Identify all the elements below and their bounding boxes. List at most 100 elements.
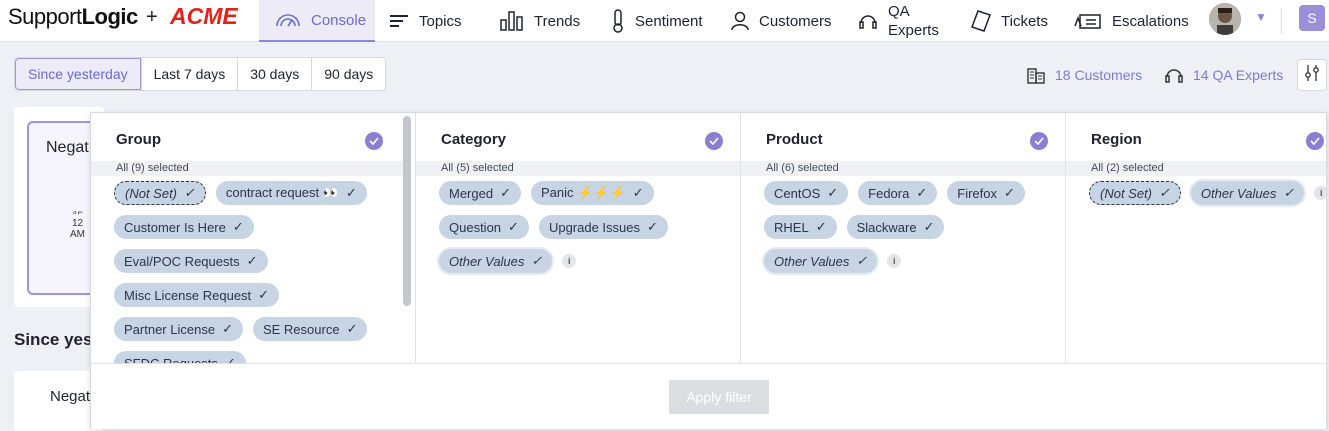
- region-filter-chip[interactable]: Other Values ✓: [1190, 181, 1305, 205]
- user-initial-badge[interactable]: S: [1299, 5, 1325, 31]
- headset-icon: [1165, 66, 1183, 84]
- time-axis-label: ∘⌐ 12 AM: [70, 207, 85, 240]
- top-navigation-bar: SupportLogic + ACME Console Topics Trend…: [0, 0, 1329, 42]
- filter-column-category: Category All (5) selected Merged ✓ Panic ⚡…: [416, 113, 741, 363]
- nav-sentiment[interactable]: Sentiment: [611, 0, 703, 42]
- nav-qa-experts[interactable]: QA Experts: [858, 0, 939, 42]
- region-filter-chip[interactable]: (Not Set) ✓: [1089, 181, 1181, 205]
- category-chip-row: Merged ✓ Panic ⚡⚡⚡ ✓: [439, 181, 678, 205]
- chip-label: Fedora: [868, 185, 910, 201]
- product-filter-chip[interactable]: Slackware ✓: [846, 215, 945, 239]
- product-filter-chip[interactable]: CentOS ✓: [764, 181, 849, 205]
- product-select-all-check-icon[interactable]: [1030, 132, 1048, 150]
- check-icon: ✓: [632, 185, 644, 200]
- category-select-all-check-icon[interactable]: [705, 132, 723, 150]
- supportlogic-logo[interactable]: SupportLogic: [8, 4, 138, 30]
- chip-label: SFDC Requests: [124, 355, 218, 364]
- nav-console[interactable]: Console: [259, 0, 375, 42]
- group-filter-chip[interactable]: (Not Set) ✓: [114, 181, 206, 205]
- check-icon: ✓: [923, 219, 935, 234]
- nav-tickets[interactable]: Tickets: [971, 0, 1048, 42]
- user-menu-caret-icon[interactable]: ▼: [1255, 10, 1267, 24]
- product-chip-row: RHEL ✓ Slackware ✓: [764, 215, 1035, 239]
- user-avatar[interactable]: [1209, 3, 1241, 35]
- qa-experts-count-link[interactable]: 14 QA Experts: [1165, 66, 1283, 84]
- chip-label: Eval/POC Requests: [124, 253, 240, 269]
- escalations-icon: [1074, 12, 1102, 30]
- group-filter-chip[interactable]: Partner License ✓: [114, 317, 243, 341]
- product-chip-row: Other Values ✓ i: [764, 249, 1035, 273]
- check-icon: ✓: [222, 321, 233, 336]
- group-select-all-check-icon[interactable]: [365, 132, 383, 150]
- qa-line1: QA: [888, 3, 910, 20]
- range-30-days[interactable]: 30 days: [237, 58, 311, 90]
- info-icon[interactable]: i: [562, 254, 577, 268]
- category-column-title: Category: [441, 131, 507, 148]
- group-filter-chip[interactable]: SE Resource ✓: [252, 317, 368, 341]
- check-icon: ✓: [246, 253, 258, 268]
- nav-tickets-label: Tickets: [1001, 12, 1048, 30]
- product-filter-chip[interactable]: RHEL ✓: [764, 215, 837, 239]
- qa-experts-count-label: 14 QA Experts: [1193, 67, 1284, 83]
- product-filter-chip[interactable]: Other Values ✓: [764, 249, 878, 273]
- tickets-icon: [971, 10, 991, 32]
- product-filter-chip[interactable]: Fedora ✓: [858, 181, 938, 205]
- nav-customers[interactable]: Customers: [731, 0, 832, 42]
- trends-icon: [500, 11, 524, 31]
- section-title-since-yesterday: Since yes: [14, 330, 93, 349]
- nav-escalations[interactable]: Escalations: [1074, 0, 1189, 42]
- nav-divider: [1281, 8, 1282, 34]
- check-icon: ✓: [531, 253, 543, 268]
- date-range-selector: Since yesterday Last 7 days 30 days 90 d…: [14, 57, 387, 91]
- filter-dropdown-panel: Group All (9) selected (Not Set) ✓ contrac…: [90, 112, 1327, 429]
- customers-count-label: 18 Customers: [1055, 67, 1143, 83]
- range-since-yesterday[interactable]: Since yesterday: [15, 58, 141, 90]
- product-chip-row: CentOS ✓ Fedora ✓ Firefox ✓: [764, 181, 1035, 205]
- range-last-7-days[interactable]: Last 7 days: [140, 58, 238, 90]
- product-chip-list: CentOS ✓ Fedora ✓ Firefox ✓ RHEL ✓ Slackware ✓ Oth…: [764, 181, 1035, 283]
- check-icon: ✓: [1159, 185, 1170, 200]
- region-chip-list: (Not Set) ✓ Other Values ✓ i: [1089, 181, 1326, 215]
- info-icon[interactable]: i: [887, 254, 902, 268]
- chip-label: Other Values: [449, 253, 525, 269]
- group-chip-row: Eval/POC Requests ✓: [114, 249, 377, 273]
- customers-icon: [731, 11, 749, 31]
- group-column-title: Group: [116, 131, 161, 148]
- nav-trends[interactable]: Trends: [500, 0, 580, 42]
- chip-label: Merged: [449, 185, 494, 201]
- apply-filter-button[interactable]: Apply filter: [669, 380, 769, 414]
- group-scrollbar[interactable]: [403, 116, 411, 306]
- group-filter-chip[interactable]: Misc License Request ✓: [114, 283, 280, 307]
- group-filter-chip[interactable]: contract request 👀 ✓: [215, 181, 367, 205]
- category-filter-chip[interactable]: Panic ⚡⚡⚡ ✓: [530, 181, 654, 205]
- negative-card-title: Negat: [46, 139, 89, 156]
- category-filter-chip[interactable]: Upgrade Issues ✓: [538, 215, 668, 239]
- region-select-all-check-icon[interactable]: [1306, 132, 1324, 150]
- chip-label: (Not Set): [125, 185, 178, 201]
- chip-label: (Not Set): [1100, 185, 1153, 201]
- nav-console-label: Console: [311, 11, 367, 29]
- category-filter-chip[interactable]: Question ✓: [439, 215, 529, 239]
- negative-sentiment-card[interactable]: Negat: [27, 121, 97, 295]
- check-icon: ✓: [647, 219, 658, 234]
- axis-ampm: AM: [70, 229, 85, 240]
- category-filter-chip[interactable]: Merged ✓: [439, 181, 521, 205]
- chip-label: CentOS: [774, 185, 821, 201]
- negative-list-card: [14, 371, 104, 431]
- sentiment-icon: [611, 9, 625, 33]
- info-icon[interactable]: i: [1314, 186, 1326, 200]
- group-filter-chip[interactable]: SFDC Requests ✓: [114, 351, 246, 363]
- range-90-days[interactable]: 90 days: [311, 58, 385, 90]
- check-icon: ✓: [815, 219, 827, 234]
- nav-topics[interactable]: Topics: [389, 0, 462, 42]
- product-filter-chip[interactable]: Firefox ✓: [947, 181, 1025, 205]
- product-selected-count: All (6) selected: [741, 161, 1065, 176]
- group-filter-chip[interactable]: Customer Is Here ✓: [114, 215, 254, 239]
- customers-count-link[interactable]: 18 Customers: [1027, 66, 1142, 84]
- filter-settings-button[interactable]: [1297, 59, 1327, 91]
- filter-column-product: Product All (6) selected CentOS ✓ Fedora ✓ F…: [741, 113, 1066, 363]
- chip-label: Question: [449, 219, 502, 235]
- filter-column-group: Group All (9) selected (Not Set) ✓ contrac…: [91, 113, 416, 363]
- category-filter-chip[interactable]: Other Values ✓: [439, 249, 553, 273]
- group-filter-chip[interactable]: Eval/POC Requests ✓: [114, 249, 268, 273]
